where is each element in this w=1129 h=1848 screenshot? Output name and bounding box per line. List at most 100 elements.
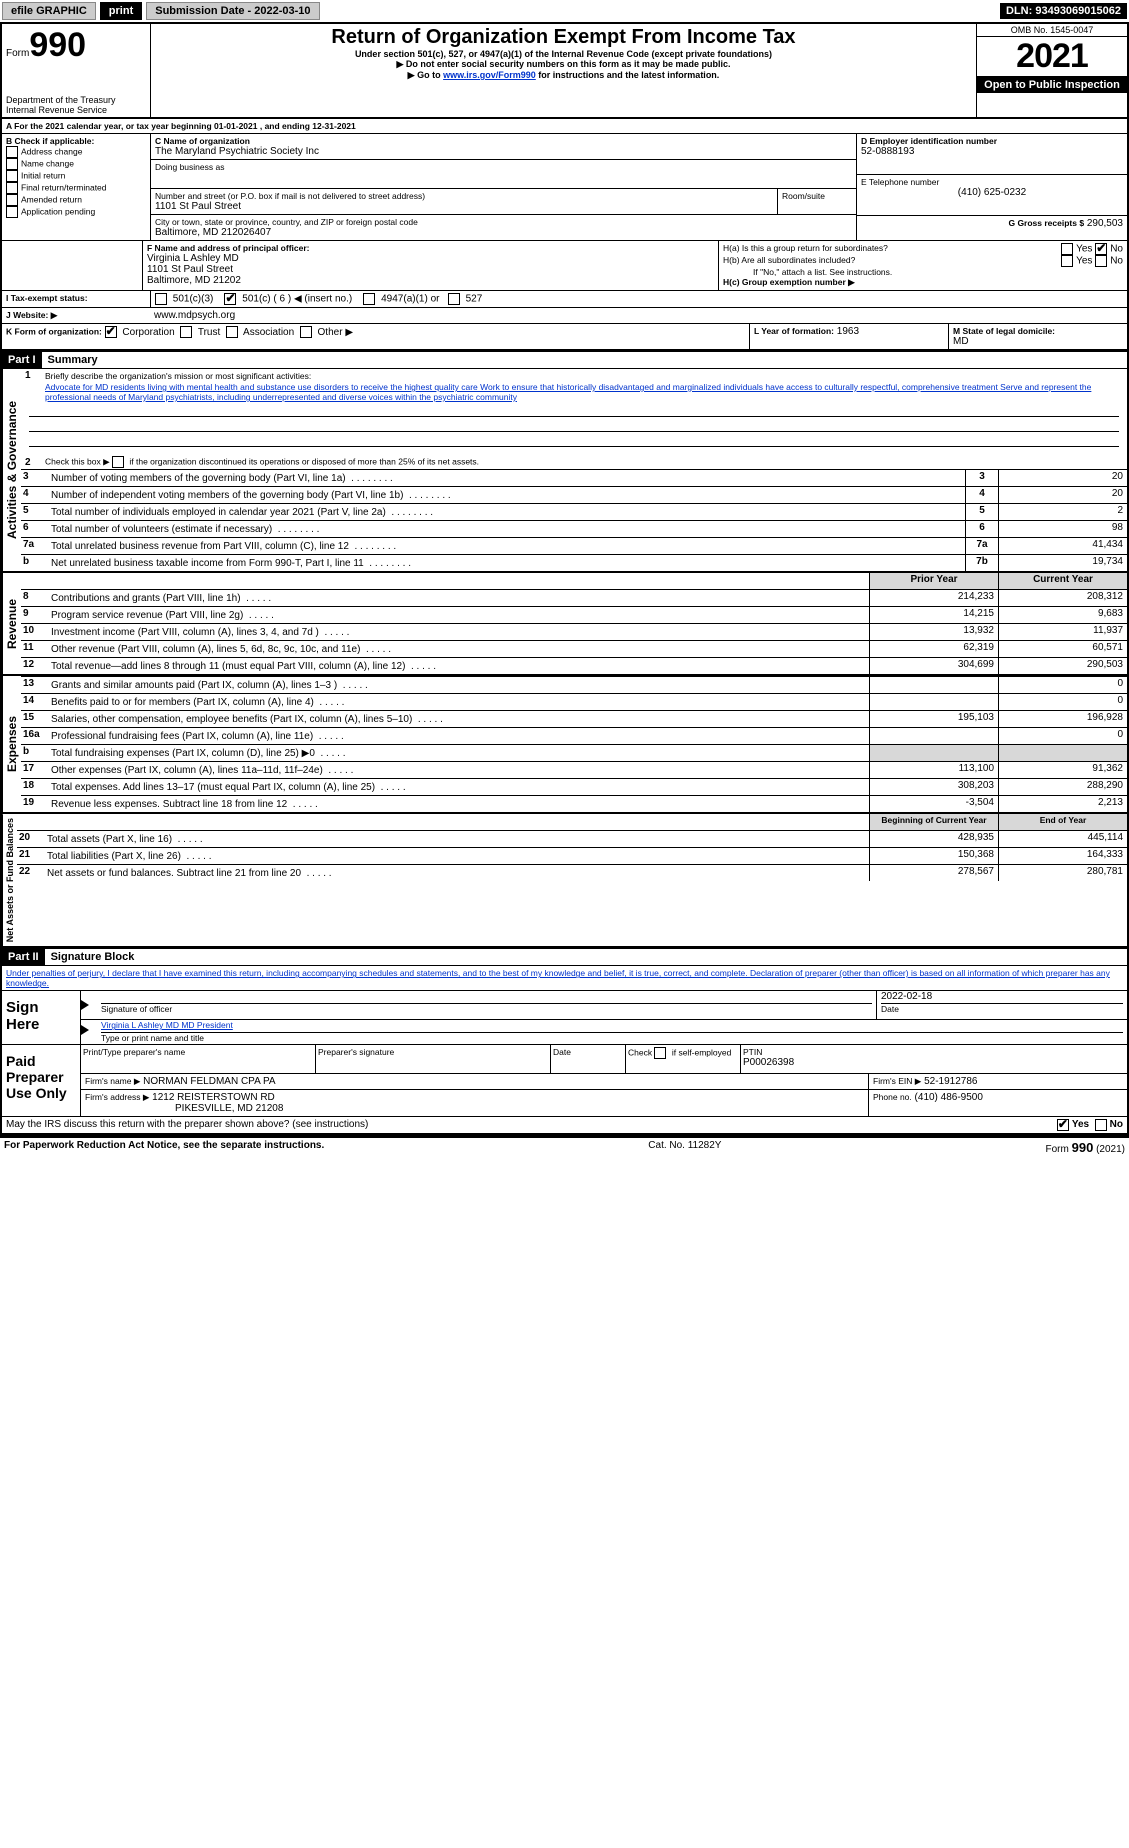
form-header: Form990 Department of the Treasury Inter… [2, 24, 1127, 119]
i-label: I Tax-exempt status: [2, 291, 151, 307]
open-public: Open to Public Inspection [977, 76, 1127, 93]
l-label: L Year of formation: [754, 326, 834, 336]
form-title: Return of Organization Exempt From Incom… [153, 26, 974, 49]
irs-link[interactable]: www.irs.gov/Form990 [443, 70, 536, 80]
k-option: Other ▶ [297, 327, 356, 338]
b-check[interactable] [6, 194, 18, 206]
i-501c-check[interactable] [224, 293, 236, 305]
firm-phone: (410) 486-9500 [915, 1092, 983, 1103]
j-label: J Website: ▶ [2, 308, 150, 323]
b-option: Amended return [6, 194, 146, 206]
efile-label: efile GRAPHIC [2, 2, 96, 20]
data-row: 8Contributions and grants (Part VIII, li… [21, 589, 1127, 606]
side-governance: Activities & Governance [2, 369, 21, 571]
form-outer: Form990 Department of the Treasury Inter… [0, 22, 1129, 1137]
b-option: Name change [6, 158, 146, 170]
sig-date: 2022-02-18 [881, 991, 1123, 1004]
paid-preparer-label: Paid Preparer Use Only [2, 1045, 81, 1116]
cat-no: Cat. No. 11282Y [648, 1140, 721, 1155]
b-check[interactable] [6, 146, 18, 158]
irs-label: Internal Revenue Service [6, 105, 146, 115]
arrow-icon [81, 1000, 89, 1010]
b-check[interactable] [6, 206, 18, 218]
officer-name: Virginia L Ashley MD [147, 253, 714, 264]
data-row: bTotal fundraising expenses (Part IX, co… [21, 744, 1127, 761]
firm-name: NORMAN FELDMAN CPA PA [143, 1076, 275, 1087]
side-expenses: Expenses [2, 676, 21, 812]
may-irs-no[interactable] [1095, 1119, 1107, 1131]
submission-date: Submission Date - 2022-03-10 [146, 2, 319, 20]
b-option: Application pending [6, 206, 146, 218]
officer-addr2: Baltimore, MD 21202 [147, 275, 714, 286]
l-value: 1963 [837, 326, 859, 337]
d-label: D Employer identification number [861, 136, 1123, 146]
b-check[interactable] [6, 182, 18, 194]
m-value: MD [953, 336, 1123, 347]
k-check[interactable] [226, 326, 238, 338]
e-label: E Telephone number [861, 177, 1123, 187]
l2-check[interactable] [112, 456, 124, 468]
firm-phone-label: Phone no. [873, 1092, 912, 1102]
i-527-check[interactable] [448, 293, 460, 305]
city-value: Baltimore, MD 212026407 [155, 227, 852, 238]
dba-label: Doing business as [155, 162, 852, 172]
data-row: 9Program service revenue (Part VIII, lin… [21, 606, 1127, 623]
pp-name-label: Print/Type preparer's name [81, 1045, 316, 1073]
i-501c3-check[interactable] [155, 293, 167, 305]
hb-label: H(b) Are all subordinates included? [723, 255, 1061, 267]
may-irs-yes[interactable] [1057, 1119, 1069, 1131]
b-option: Initial return [6, 170, 146, 182]
sig-name: Virginia L Ashley MD MD President [101, 1020, 1123, 1033]
gov-row: 4Number of independent voting members of… [21, 486, 1127, 503]
pp-self-label: Check if self-employed [626, 1045, 741, 1073]
gov-row: bNet unrelated business taxable income f… [21, 554, 1127, 571]
h-note: If "No," attach a list. See instructions… [723, 267, 1123, 277]
k-check[interactable] [300, 326, 312, 338]
gross-receipts: 290,503 [1087, 218, 1123, 229]
g-label: G Gross receipts $ [1008, 218, 1084, 228]
mission-text: Advocate for MD residents living with me… [21, 382, 1127, 402]
sig-name-label: Type or print name and title [97, 1033, 1127, 1043]
city-label: City or town, state or province, country… [155, 217, 852, 227]
may-irs-label: May the IRS discuss this return with the… [6, 1119, 1057, 1131]
tax-year: 2021 [977, 37, 1127, 76]
room-label: Room/suite [778, 189, 856, 214]
col-current: Current Year [998, 573, 1127, 589]
hb-yes[interactable] [1061, 255, 1073, 267]
ha-no[interactable] [1095, 243, 1107, 255]
data-row: 17Other expenses (Part IX, column (A), l… [21, 761, 1127, 778]
firm-addr1: 1212 REISTERSTOWN RD [152, 1092, 275, 1103]
ha-yes[interactable] [1061, 243, 1073, 255]
print-button[interactable]: print [100, 2, 142, 20]
k-option: Corporation [105, 327, 178, 338]
form-subtitle: Under section 501(c), 527, or 4947(a)(1)… [153, 49, 974, 59]
firm-addr2: PIKESVILLE, MD 21208 [85, 1103, 864, 1114]
form-number: Form990 [6, 26, 146, 65]
b-option: Final return/terminated [6, 182, 146, 194]
k-check[interactable] [180, 326, 192, 338]
arrow-icon [81, 1025, 89, 1035]
pra-notice: For Paperwork Reduction Act Notice, see … [4, 1140, 324, 1155]
data-row: 14Benefits paid to or for members (Part … [21, 693, 1127, 710]
b-check[interactable] [6, 170, 18, 182]
page-footer: For Paperwork Reduction Act Notice, see … [0, 1137, 1129, 1157]
firm-ein: 52-1912786 [924, 1076, 977, 1087]
hb-no[interactable] [1095, 255, 1107, 267]
pp-date-label: Date [551, 1045, 626, 1073]
ha-label: H(a) Is this a group return for subordin… [723, 243, 1061, 255]
data-row: 18Total expenses. Add lines 13–17 (must … [21, 778, 1127, 795]
k-check[interactable] [105, 326, 117, 338]
firm-addr-label: Firm's address ▶ [85, 1092, 149, 1102]
website-value: www.mdpsych.org [150, 308, 1127, 323]
top-bar: efile GRAPHIC print Submission Date - 20… [0, 0, 1129, 22]
b-check[interactable] [6, 158, 18, 170]
self-employed-check[interactable] [654, 1047, 666, 1059]
m-label: M State of legal domicile: [953, 326, 1123, 336]
gov-row: 7aTotal unrelated business revenue from … [21, 537, 1127, 554]
data-row: 16aProfessional fundraising fees (Part I… [21, 727, 1127, 744]
ptin-label: PTIN [743, 1047, 1125, 1057]
i-4947-check[interactable] [363, 293, 375, 305]
data-row: 12Total revenue—add lines 8 through 11 (… [21, 657, 1127, 674]
l1-label: Briefly describe the organization's miss… [45, 371, 1123, 381]
firm-name-label: Firm's name ▶ [85, 1076, 140, 1086]
